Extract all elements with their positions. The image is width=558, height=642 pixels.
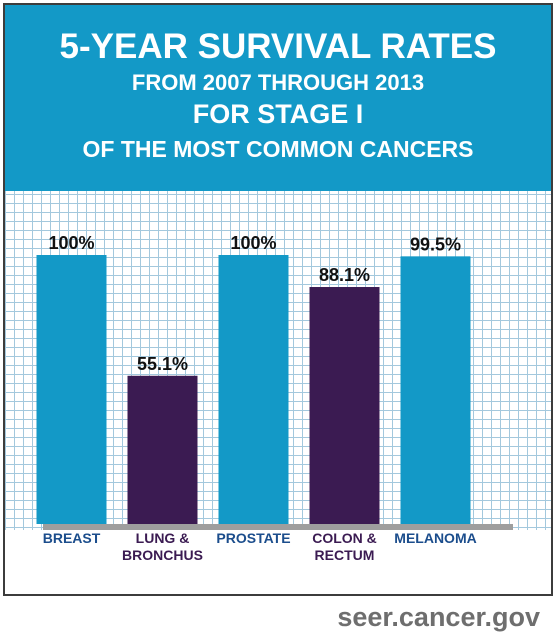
chart-header: 5-YEAR SURVIVAL RATES FROM 2007 THROUGH … bbox=[5, 5, 551, 191]
bar bbox=[400, 256, 471, 524]
category-label: PROSTATE bbox=[216, 530, 290, 546]
chart-frame: 5-YEAR SURVIVAL RATES FROM 2007 THROUGH … bbox=[3, 3, 553, 596]
category-label: BREAST bbox=[43, 530, 101, 546]
bar-value-label: 55.1% bbox=[137, 354, 188, 374]
bar-value-label: 100% bbox=[48, 233, 94, 253]
bar bbox=[36, 255, 107, 524]
bar-value-label: 100% bbox=[230, 233, 276, 253]
bar-value-label: 99.5% bbox=[410, 234, 461, 254]
category-label: MELANOMA bbox=[394, 530, 476, 546]
category-label: COLON & bbox=[312, 530, 377, 546]
chart-subtitle-cancers: OF THE MOST COMMON CANCERS bbox=[82, 136, 474, 162]
bar-value-label: 88.1% bbox=[319, 265, 370, 285]
category-label: BRONCHUS bbox=[122, 547, 203, 563]
chart-title: 5-YEAR SURVIVAL RATES bbox=[59, 27, 497, 66]
category-label-band bbox=[5, 530, 551, 594]
category-label: RECTUM bbox=[315, 547, 375, 563]
bar bbox=[127, 375, 198, 524]
chart-baseline bbox=[43, 524, 513, 530]
bar bbox=[218, 255, 289, 524]
chart-subtitle-date-range: FROM 2007 THROUGH 2013 bbox=[131, 70, 425, 95]
category-label: LUNG & bbox=[136, 530, 190, 546]
bar bbox=[309, 287, 380, 524]
source-url: seer.cancer.gov bbox=[337, 602, 540, 632]
chart-subtitle-stage: FOR STAGE I bbox=[192, 99, 364, 129]
bar-chart: 100% BREAST 55.1% LUNG &BRONCHUS 100% PROSTAT… bbox=[5, 233, 551, 594]
